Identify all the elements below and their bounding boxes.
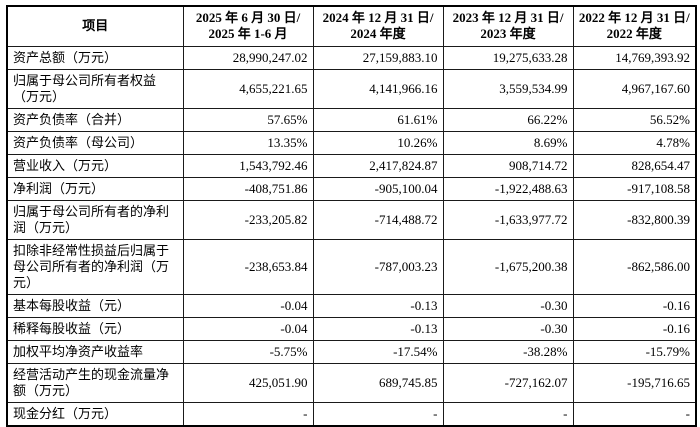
- table-row-total-assets: 资产总额（万元） 28,990,247.02 27,159,883.10 19,…: [6, 45, 697, 70]
- header-row: 项目 2025 年 6 月 30 日/ 2025 年 1-6 月 2024 年 …: [6, 5, 697, 47]
- table-row-cash-dividend: 现金分红（万元） - - - -: [6, 401, 697, 426]
- cell-value: -38.28%: [442, 339, 574, 364]
- cell-value: -: [312, 401, 444, 426]
- table-row-diluted-eps: 稀释每股收益（元） -0.04 -0.13 -0.30 -0.16: [6, 316, 697, 341]
- cell-value: -0.04: [182, 316, 314, 341]
- cell-value: -408,751.86: [182, 176, 314, 201]
- row-label: 净利润（万元）: [6, 176, 184, 201]
- cell-value: 689,745.85: [312, 362, 444, 403]
- column-header-2023: 2023 年 12 月 31 日/ 2023 年度: [442, 5, 574, 47]
- cell-value: -917,108.58: [572, 176, 697, 201]
- cell-value: 2,417,824.87: [312, 153, 444, 178]
- table-row-basic-eps: 基本每股收益（元） -0.04 -0.13 -0.30 -0.16: [6, 293, 697, 318]
- row-label: 稀释每股收益（元）: [6, 316, 184, 341]
- column-header-item: 项目: [6, 5, 184, 47]
- cell-value: -0.30: [442, 316, 574, 341]
- cell-value: -0.13: [312, 293, 444, 318]
- cell-value: 8.69%: [442, 130, 574, 155]
- table-header: 项目 2025 年 6 月 30 日/ 2025 年 1-6 月 2024 年 …: [6, 5, 697, 47]
- cell-value: -: [182, 401, 314, 426]
- row-label: 资产负债率（母公司）: [6, 130, 184, 155]
- cell-value: 425,051.90: [182, 362, 314, 403]
- cell-value: -5.75%: [182, 339, 314, 364]
- table-row-weighted-avg-roe: 加权平均净资产收益率 -5.75% -17.54% -38.28% -15.79…: [6, 339, 697, 364]
- cell-value: -0.30: [442, 293, 574, 318]
- cell-value: -1,922,488.63: [442, 176, 574, 201]
- cell-value: 56.52%: [572, 107, 697, 132]
- cell-value: -787,003.23: [312, 238, 444, 295]
- cell-value: 14,769,393.92: [572, 45, 697, 70]
- cell-value: -17.54%: [312, 339, 444, 364]
- table-row-debt-ratio-consolidated: 资产负债率（合并） 57.65% 61.61% 66.22% 56.52%: [6, 107, 697, 132]
- row-label: 基本每股收益（元）: [6, 293, 184, 318]
- cell-value: -832,800.39: [572, 199, 697, 240]
- cell-value: 10.26%: [312, 130, 444, 155]
- cell-value: -727,162.07: [442, 362, 574, 403]
- cell-value: 4,967,167.60: [572, 68, 697, 109]
- cell-value: 61.61%: [312, 107, 444, 132]
- cell-value: 908,714.72: [442, 153, 574, 178]
- table-row-net-profit-excl-nonrecurring: 扣除非经常性损益后归属于母公司所有者的净利润（万元） -238,653.84 -…: [6, 238, 697, 295]
- cell-value: -0.13: [312, 316, 444, 341]
- column-header-2025: 2025 年 6 月 30 日/ 2025 年 1-6 月: [182, 5, 314, 47]
- document-page: 项目 2025 年 6 月 30 日/ 2025 年 1-6 月 2024 年 …: [6, 5, 697, 427]
- cell-value: -1,675,200.38: [442, 238, 574, 295]
- cell-value: -0.04: [182, 293, 314, 318]
- cell-value: 828,654.47: [572, 153, 697, 178]
- table-row-operating-cash-flow: 经营活动产生的现金流量净额（万元） 425,051.90 689,745.85 …: [6, 362, 697, 403]
- row-label: 归属于母公司所有者权益（万元）: [6, 68, 184, 109]
- cell-value: -233,205.82: [182, 199, 314, 240]
- financial-summary-table: 项目 2025 年 6 月 30 日/ 2025 年 1-6 月 2024 年 …: [6, 5, 697, 427]
- cell-value: 13.35%: [182, 130, 314, 155]
- cell-value: 4,655,221.65: [182, 68, 314, 109]
- table-row-net-profit-parent: 归属于母公司所有者的净利润（万元） -233,205.82 -714,488.7…: [6, 199, 697, 240]
- cell-value: 66.22%: [442, 107, 574, 132]
- cell-value: 3,559,534.99: [442, 68, 574, 109]
- row-label: 营业收入（万元）: [6, 153, 184, 178]
- cell-value: -1,633,977.72: [442, 199, 574, 240]
- table-row-net-profit: 净利润（万元） -408,751.86 -905,100.04 -1,922,4…: [6, 176, 697, 201]
- cell-value: -0.16: [572, 316, 697, 341]
- column-header-2022: 2022 年 12 月 31 日/ 2022 年度: [572, 5, 697, 47]
- row-label: 资产总额（万元）: [6, 45, 184, 70]
- cell-value: -: [572, 401, 697, 426]
- cell-value: -195,716.65: [572, 362, 697, 403]
- cell-value: 4,141,966.16: [312, 68, 444, 109]
- cell-value: 4.78%: [572, 130, 697, 155]
- row-label: 资产负债率（合并）: [6, 107, 184, 132]
- row-label: 扣除非经常性损益后归属于母公司所有者的净利润（万元）: [6, 238, 184, 295]
- table-row-operating-revenue: 营业收入（万元） 1,543,792.46 2,417,824.87 908,7…: [6, 153, 697, 178]
- cell-value: -0.16: [572, 293, 697, 318]
- table-row-parent-equity: 归属于母公司所有者权益（万元） 4,655,221.65 4,141,966.1…: [6, 68, 697, 109]
- cell-value: -905,100.04: [312, 176, 444, 201]
- cell-value: -15.79%: [572, 339, 697, 364]
- cell-value: 27,159,883.10: [312, 45, 444, 70]
- cell-value: -238,653.84: [182, 238, 314, 295]
- row-label: 经营活动产生的现金流量净额（万元）: [6, 362, 184, 403]
- cell-value: -714,488.72: [312, 199, 444, 240]
- cell-value: 28,990,247.02: [182, 45, 314, 70]
- cell-value: 57.65%: [182, 107, 314, 132]
- cell-value: 19,275,633.28: [442, 45, 574, 70]
- cell-value: 1,543,792.46: [182, 153, 314, 178]
- table-body: 资产总额（万元） 28,990,247.02 27,159,883.10 19,…: [6, 45, 697, 426]
- cell-value: -862,586.00: [572, 238, 697, 295]
- table-row-debt-ratio-parent: 资产负债率（母公司） 13.35% 10.26% 8.69% 4.78%: [6, 130, 697, 155]
- row-label: 归属于母公司所有者的净利润（万元）: [6, 199, 184, 240]
- cell-value: -: [442, 401, 574, 426]
- row-label: 加权平均净资产收益率: [6, 339, 184, 364]
- row-label: 现金分红（万元）: [6, 401, 184, 426]
- column-header-2024: 2024 年 12 月 31 日/ 2024 年度: [312, 5, 444, 47]
